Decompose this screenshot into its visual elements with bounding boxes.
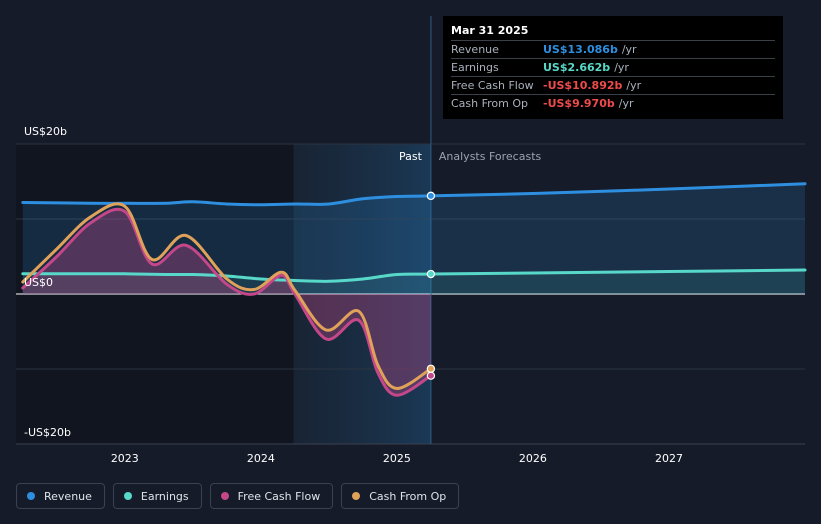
- tooltip-row-name: Free Cash Flow: [451, 79, 534, 92]
- x-tick-label: 2024: [247, 452, 275, 465]
- legend-dot-icon: [123, 492, 132, 500]
- forecast-label: Analysts Forecasts: [439, 150, 542, 163]
- tooltip-row-unit: /yr: [626, 79, 642, 92]
- x-tick-label: 2027: [655, 452, 683, 465]
- tooltip-row-value: -US$9.970b: [543, 97, 615, 110]
- legend-dot-icon: [27, 492, 35, 500]
- tooltip-row-value: US$2.662b: [543, 61, 611, 74]
- legend-dot-icon: [220, 492, 229, 500]
- legend: Revenue Earnings Free Cash Flow Cash From O…: [16, 483, 460, 509]
- tooltip-row: Cash From Op -US$9.970b/yr: [451, 94, 775, 112]
- y-tick-label: -US$20b: [24, 426, 71, 439]
- y-tick-label: US$0: [24, 276, 53, 289]
- legend-item-earnings[interactable]: Earnings: [112, 483, 202, 509]
- x-tick-label: 2025: [383, 452, 411, 465]
- earnings-marker: [426, 269, 436, 279]
- legend-label: Free Cash Flow: [237, 489, 321, 503]
- tooltip-row-value: -US$10.892b: [543, 79, 623, 92]
- tooltip-row: Revenue US$13.086b/yr: [451, 40, 775, 58]
- legend-item-revenue[interactable]: Revenue: [16, 483, 105, 509]
- legend-item-cash-from-op[interactable]: Cash From Op: [341, 483, 460, 509]
- legend-dot-icon: [352, 492, 361, 500]
- revenue-marker: [426, 191, 436, 201]
- legend-label: Cash From Op: [369, 489, 447, 503]
- legend-label: Revenue: [44, 489, 92, 503]
- cash-from-op-marker: [426, 364, 436, 373]
- past-label: Past: [399, 150, 423, 163]
- x-tick-label: 2023: [111, 452, 139, 465]
- revenue-line: [21, 182, 807, 207]
- free-cash-flow-line: [21, 207, 433, 397]
- tooltip-row: Free Cash Flow -US$10.892b/yr: [451, 76, 775, 94]
- tooltip-row-unit: /yr: [618, 97, 634, 110]
- free-cash-flow-marker: [426, 371, 436, 380]
- cash-from-op-line: [21, 202, 433, 390]
- tooltip-row-unit: /yr: [621, 43, 637, 56]
- tooltip-row-value: US$13.086b: [543, 43, 618, 56]
- tooltip-row-name: Revenue: [451, 43, 499, 56]
- tooltip-row-name: Earnings: [451, 61, 499, 74]
- revenue-area: [22, 183, 806, 294]
- tooltip-row: Earnings US$2.662b/yr: [451, 58, 775, 76]
- tooltip-date: Mar 31 2025: [451, 24, 529, 37]
- x-tick-label: 2026: [519, 452, 547, 465]
- tooltip-row-unit: /yr: [614, 61, 629, 74]
- legend-item-free-cash-flow[interactable]: Free Cash Flow: [209, 483, 334, 509]
- earnings-line: [21, 268, 807, 283]
- y-tick-label: US$20b: [24, 125, 67, 138]
- tooltip-row-name: Cash From Op: [451, 97, 529, 110]
- tooltip: Mar 31 2025 Revenue US$13.086b/yr Earnings…: [443, 16, 783, 119]
- legend-label: Earnings: [140, 489, 189, 503]
- free-cash-flow-area: [22, 209, 431, 396]
